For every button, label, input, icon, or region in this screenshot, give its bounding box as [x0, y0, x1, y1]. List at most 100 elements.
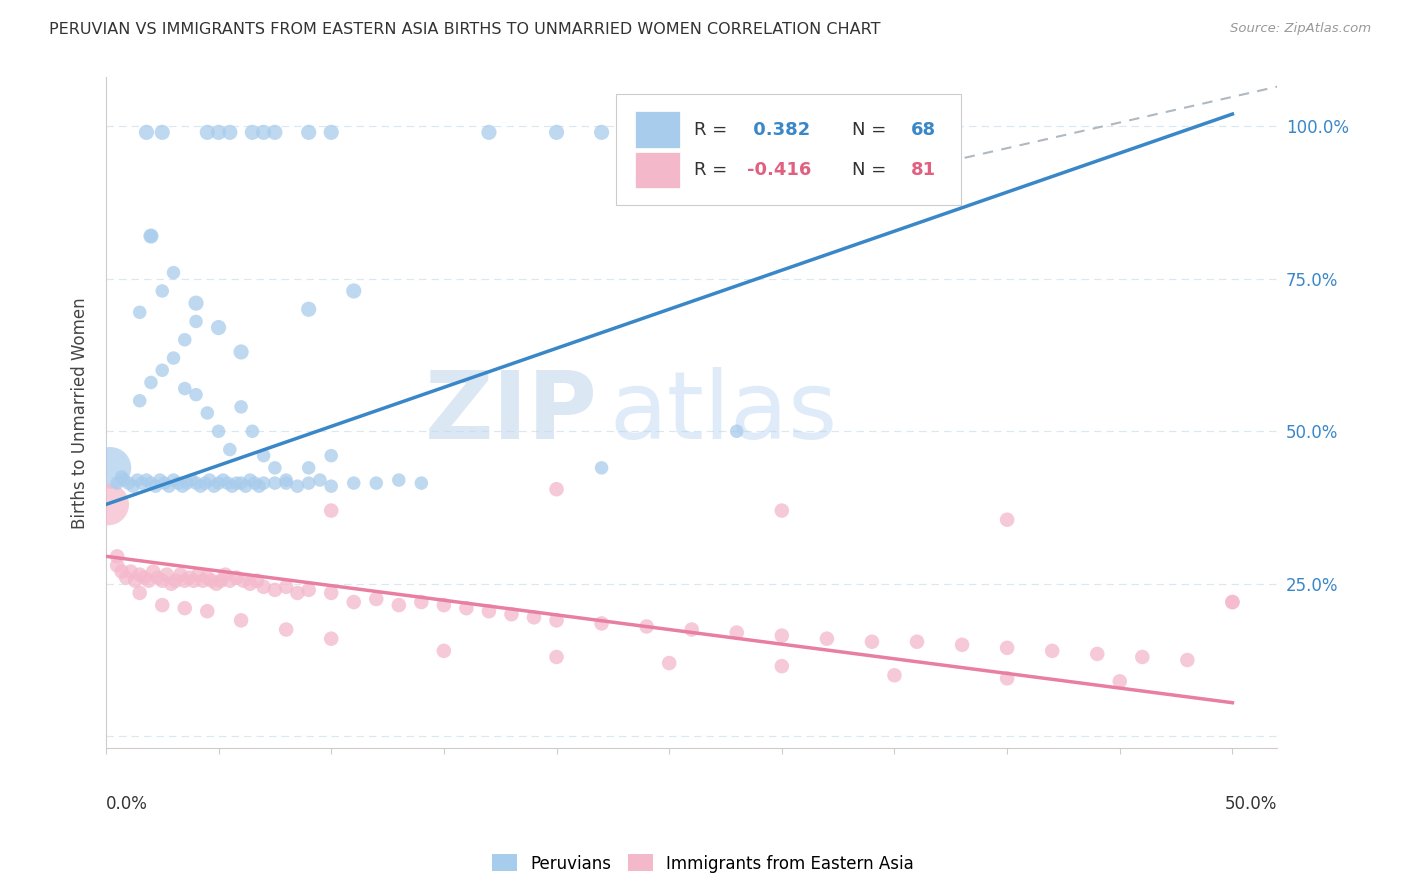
Point [195, 125, 218, 139]
Point [205, 576, 228, 591]
Point [636, 619, 658, 633]
Point [388, 473, 411, 487]
Text: R =: R = [695, 161, 733, 179]
FancyBboxPatch shape [616, 95, 962, 205]
Point [150, 125, 173, 139]
Point [235, 479, 257, 493]
Point [156, 567, 179, 582]
Point [523, 610, 546, 624]
Point [209, 574, 232, 588]
Point [276, 580, 298, 594]
Point [995, 671, 1018, 685]
Point [478, 125, 501, 139]
Point [229, 400, 252, 414]
Point [247, 479, 270, 493]
Point [658, 656, 681, 670]
Point [124, 574, 146, 588]
Point [546, 650, 568, 665]
Point [212, 473, 235, 487]
Text: 68: 68 [911, 120, 936, 139]
Point [276, 473, 298, 487]
Point [198, 473, 221, 487]
Point [127, 473, 149, 487]
Point [366, 592, 388, 607]
Point [120, 565, 142, 579]
Point [195, 406, 218, 420]
Point [150, 284, 173, 298]
Point [321, 503, 343, 517]
Point [172, 479, 194, 493]
Point [139, 376, 162, 390]
Point [179, 571, 201, 585]
Point [264, 461, 287, 475]
Point [128, 567, 150, 582]
Text: ZIP: ZIP [425, 367, 598, 459]
Point [105, 549, 128, 564]
Point [321, 479, 343, 493]
Point [591, 616, 613, 631]
Point [546, 482, 568, 496]
Point [167, 476, 190, 491]
Point [173, 333, 195, 347]
Point [142, 565, 165, 579]
Point [184, 296, 207, 310]
Point [145, 479, 167, 493]
Point [218, 574, 240, 588]
Point [546, 125, 568, 139]
Point [343, 476, 366, 491]
Point [207, 125, 229, 139]
Text: 81: 81 [911, 161, 936, 179]
Point [183, 574, 205, 588]
Point [243, 476, 266, 491]
Point [995, 640, 1018, 655]
Point [232, 574, 254, 588]
Point [950, 638, 973, 652]
Point [202, 479, 225, 493]
Point [105, 558, 128, 573]
Point [150, 574, 173, 588]
Point [138, 574, 160, 588]
Point [240, 424, 263, 438]
Point [276, 623, 298, 637]
Point [160, 576, 183, 591]
Point [173, 574, 195, 588]
Point [815, 632, 838, 646]
Point [239, 576, 262, 591]
Point [725, 424, 748, 438]
Point [411, 476, 433, 491]
Point [218, 442, 240, 457]
Text: -0.416: -0.416 [747, 161, 811, 179]
Point [287, 586, 309, 600]
Point [1222, 595, 1244, 609]
Point [433, 644, 456, 658]
Text: N =: N = [852, 161, 893, 179]
Point [252, 449, 274, 463]
Point [218, 125, 240, 139]
Point [134, 571, 156, 585]
Point [225, 571, 247, 585]
Point [184, 387, 207, 401]
Point [131, 476, 153, 491]
Point [456, 601, 478, 615]
Point [725, 625, 748, 640]
Point [1108, 674, 1130, 689]
Point [184, 476, 207, 491]
Point [97, 498, 120, 512]
Point [501, 607, 523, 622]
Point [111, 470, 134, 484]
Legend: Peruvians, Immigrants from Eastern Asia: Peruvians, Immigrants from Eastern Asia [485, 847, 921, 880]
Point [478, 604, 501, 618]
Point [207, 424, 229, 438]
Point [366, 476, 388, 491]
Point [122, 479, 145, 493]
Point [162, 351, 184, 365]
Point [546, 613, 568, 627]
Point [184, 314, 207, 328]
Point [115, 571, 138, 585]
Point [252, 476, 274, 491]
Point [681, 623, 703, 637]
Point [264, 125, 287, 139]
Point [860, 634, 883, 648]
Point [995, 513, 1018, 527]
Point [150, 598, 173, 612]
